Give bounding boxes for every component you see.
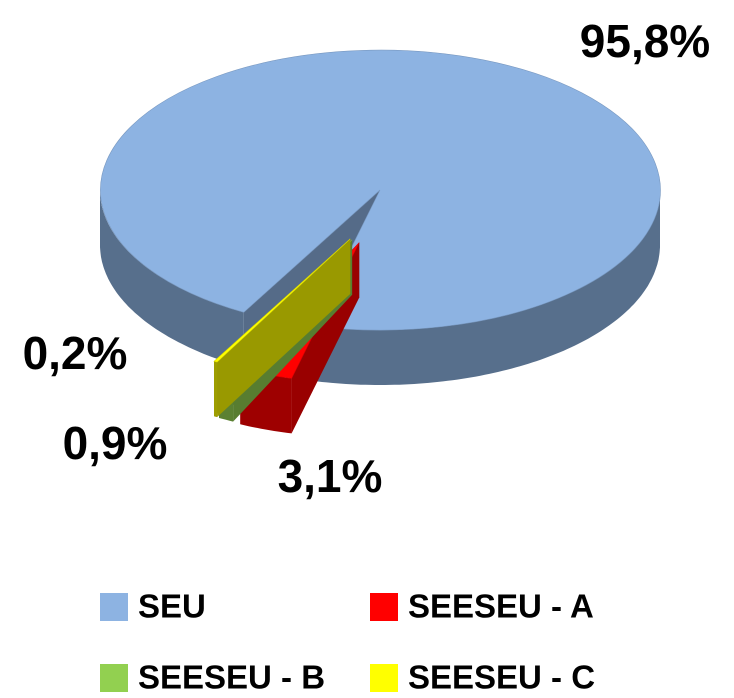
slice-side [100, 192, 244, 368]
data-label: 3,1% [278, 450, 383, 502]
pie-slice [213, 238, 351, 363]
data-label: 0,2% [23, 327, 128, 379]
legend-label: SEU [138, 588, 206, 625]
slice-side [312, 190, 660, 385]
legend-swatch [370, 593, 398, 621]
pie-slice [100, 49, 661, 331]
legend-swatch [100, 593, 128, 621]
legend-swatch [370, 664, 398, 692]
legend-label: SEESEU - A [408, 588, 594, 625]
slice-wall [214, 238, 351, 417]
data-label: 95,8% [580, 15, 710, 67]
legend-swatch [100, 664, 128, 692]
legend-label: SEESEU - B [138, 659, 325, 696]
data-label: 0,9% [63, 417, 168, 469]
slice-side [214, 361, 218, 418]
legend-label: SEESEU - C [408, 659, 595, 696]
